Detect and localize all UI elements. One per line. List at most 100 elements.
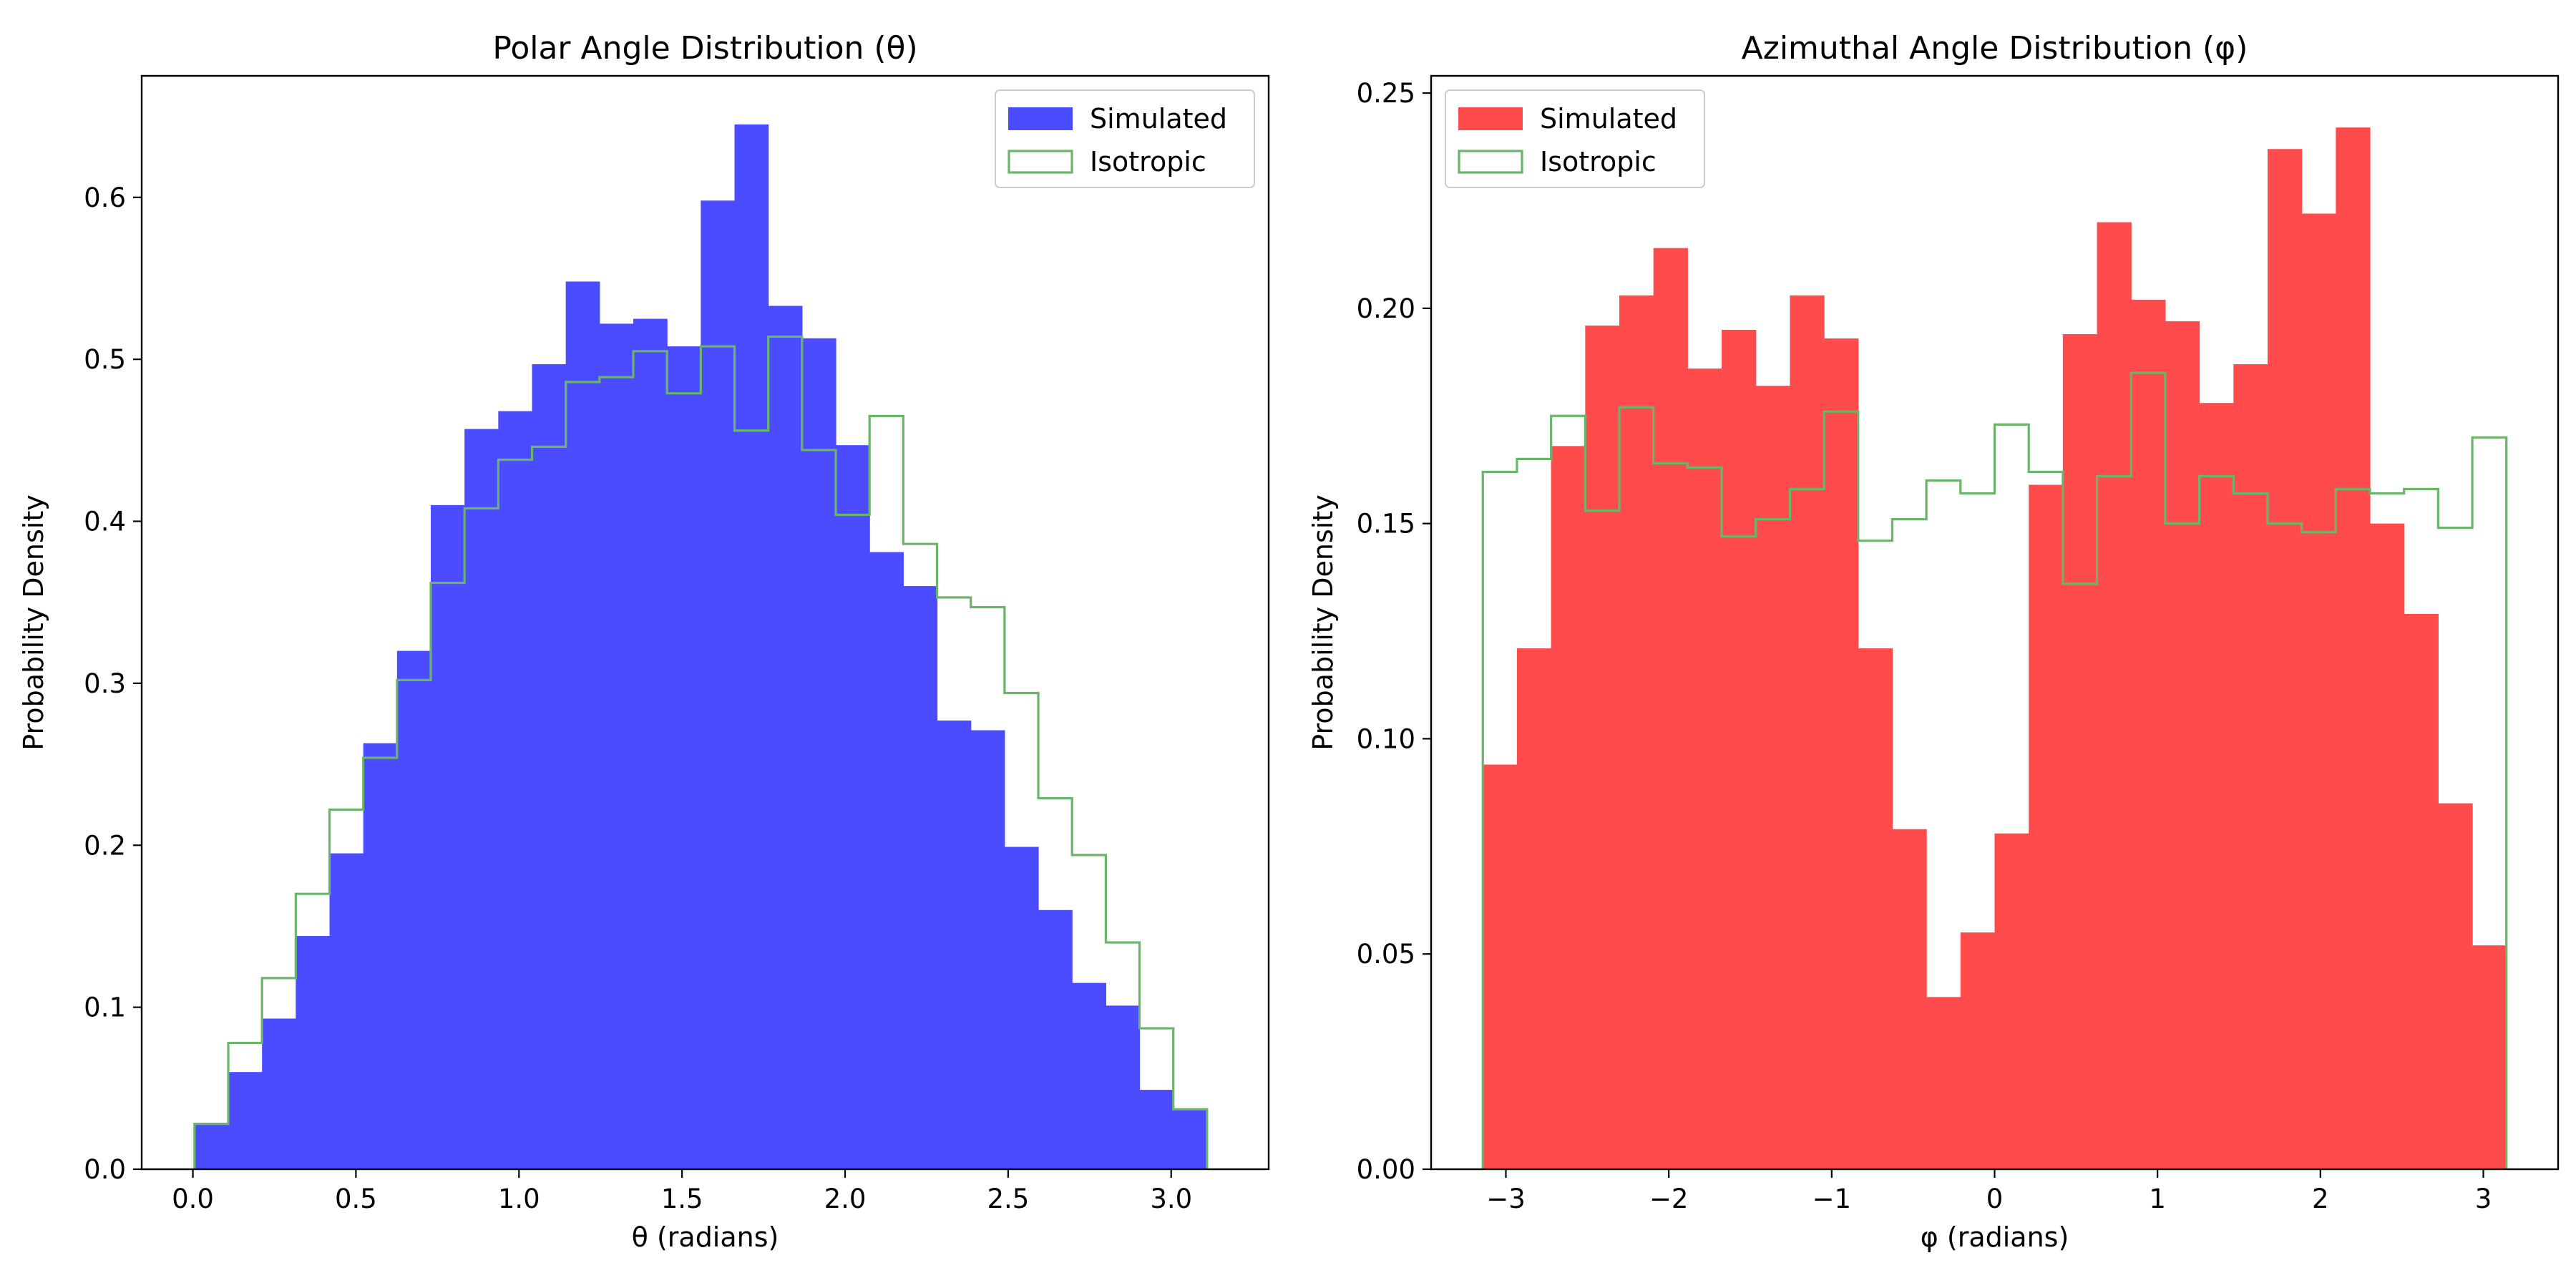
polar-x-axis-label: θ (radians): [632, 1221, 779, 1253]
azimuthal-y-tick-label: 0.20: [1357, 293, 1415, 324]
azimuthal-x-tick-label: 1: [2149, 1184, 2166, 1214]
polar-isotropic-line: [193, 335, 1209, 1169]
polar-simulated-bar: [431, 504, 465, 1169]
azimuthal-simulated-bar: [1551, 446, 1586, 1169]
azimuthal-simulated-bar: [2301, 213, 2336, 1170]
azimuthal-simulated-bar: [1619, 295, 1654, 1169]
polar-simulated-bar: [633, 318, 668, 1169]
polar-simulated-bar: [532, 364, 567, 1170]
azimuthal-y-axis-label: Probability Density: [1307, 494, 1339, 750]
polar-x-tick-label: 2.0: [824, 1184, 867, 1214]
polar-simulated-bar: [869, 552, 904, 1169]
azimuthal-simulated-bar: [1722, 329, 1757, 1169]
polar-simulated-bar: [903, 586, 938, 1169]
azimuthal-simulated-bar: [2336, 127, 2371, 1170]
azimuthal-simulated-bar: [2404, 613, 2439, 1169]
azimuthal-simulated-bars: [1483, 127, 2507, 1170]
azimuthal-simulated-bar: [2233, 364, 2268, 1169]
polar-simulated-bar: [599, 323, 634, 1169]
azimuthal-x-axis-label: φ (radians): [1921, 1221, 2069, 1253]
azimuthal-simulated-bar: [1687, 369, 1722, 1170]
polar-y-ticks: 0.0 0.1 0.2 0.3 0.4 0.5 0.6: [84, 182, 142, 1185]
polar-simulated-bar: [768, 306, 803, 1169]
azimuthal-simulated-bar: [2199, 403, 2234, 1170]
azimuthal-legend-simulated-swatch: [1458, 107, 1523, 130]
polar-simulated-bar: [801, 338, 836, 1170]
polar-simulated-bar: [1173, 1109, 1208, 1169]
azimuthal-y-tick-label: 0.05: [1357, 939, 1415, 970]
polar-legend-isotropic-swatch: [1008, 150, 1073, 174]
polar-simulated-bar: [565, 281, 600, 1169]
azimuthal-simulated-bar: [1516, 648, 1552, 1169]
polar-axes-frame: [140, 74, 1270, 1171]
polar-simulated-bar: [194, 1123, 229, 1169]
polar-simulated-bar: [363, 743, 398, 1169]
azimuthal-x-ticks: −3 −2 −1 0 1 2 3: [1486, 1169, 2492, 1214]
polar-simulated-bar: [970, 730, 1005, 1169]
azimuthal-simulated-bar: [2472, 945, 2507, 1169]
polar-simulated-bar: [262, 1018, 296, 1169]
polar-isotropic-step: [193, 335, 1209, 1169]
azimuthal-x-tick-label: −3: [1486, 1184, 1526, 1214]
azimuthal-x-tick-label: −1: [1813, 1184, 1852, 1214]
azimuthal-angle-panel: −3 −2 −1 0 1 2 3 0.00 0.05 0.10 0.15 0.20 0.25 Azim…: [1307, 30, 2560, 1253]
azimuthal-chart-title: Azimuthal Angle Distribution (φ): [1742, 30, 2248, 67]
polar-x-tick-label: 1.0: [498, 1184, 540, 1214]
azimuthal-legend: Simulated Isotropic: [1445, 89, 1705, 188]
polar-x-tick-label: 1.5: [661, 1184, 703, 1214]
polar-y-tick-label: 0.1: [84, 992, 126, 1023]
polar-chart-title: Polar Angle Distribution (θ): [492, 30, 917, 67]
polar-simulated-bar: [667, 346, 701, 1169]
azimuthal-legend-isotropic-swatch: [1458, 150, 1523, 174]
azimuthal-simulated-bar: [2062, 333, 2098, 1170]
polar-legend-isotropic-label: Isotropic: [1090, 146, 1206, 177]
polar-simulated-bar: [464, 429, 499, 1169]
polar-legend-simulated-swatch: [1008, 107, 1073, 130]
polar-simulated-bar: [1072, 982, 1106, 1169]
polar-simulated-bar: [1106, 1005, 1141, 1169]
polar-simulated-bar: [1038, 909, 1073, 1169]
polar-simulated-bar: [734, 124, 769, 1169]
azimuthal-y-ticks: 0.00 0.05 0.10 0.15 0.20 0.25: [1357, 78, 1431, 1185]
polar-simulated-bar: [836, 445, 870, 1169]
polar-simulated-bar: [396, 650, 431, 1169]
polar-y-axis-label: Probability Density: [18, 494, 49, 750]
azimuthal-simulated-bar: [1653, 248, 1688, 1170]
azimuthal-simulated-bar: [2370, 523, 2405, 1169]
polar-legend-simulated-label: Simulated: [1090, 103, 1227, 135]
azimuthal-simulated-bar: [1824, 338, 1859, 1169]
polar-simulated-bar: [1139, 1090, 1174, 1169]
azimuthal-simulated-bar: [2131, 299, 2166, 1170]
azimuthal-legend-isotropic-label: Isotropic: [1540, 146, 1657, 177]
azimuthal-simulated-bar: [1994, 833, 2029, 1169]
polar-simulated-bar: [937, 720, 972, 1169]
azimuthal-simulated-bar: [1483, 764, 1518, 1169]
polar-simulated-bar: [701, 200, 736, 1169]
azimuthal-simulated-bar: [1858, 648, 1893, 1169]
polar-legend: Simulated Isotropic: [995, 89, 1255, 188]
azimuthal-simulated-bar: [1790, 295, 1825, 1169]
polar-y-tick-label: 0.2: [84, 830, 126, 861]
azimuthal-x-tick-label: −2: [1649, 1184, 1689, 1214]
azimuthal-simulated-bar: [1585, 325, 1620, 1170]
azimuthal-y-tick-label: 0.25: [1357, 78, 1415, 109]
azimuthal-simulated-bar: [2097, 222, 2132, 1170]
azimuthal-simulated-bar: [2029, 484, 2064, 1169]
polar-x-ticks: 0.0 0.5 1.0 1.5 2.0 2.5 3.0: [172, 1169, 1192, 1214]
azimuthal-isotropic-line: [1481, 371, 2508, 1169]
polar-simulated-bar: [1004, 847, 1039, 1169]
azimuthal-isotropic-step: [1481, 371, 2508, 1169]
polar-simulated-bar: [329, 853, 364, 1169]
polar-simulated-bars: [194, 124, 1208, 1170]
polar-x-tick-label: 2.5: [987, 1184, 1029, 1214]
azimuthal-legend-simulated-label: Simulated: [1540, 103, 1677, 135]
polar-y-tick-label: 0.4: [84, 507, 126, 537]
azimuthal-simulated-bar: [2267, 149, 2303, 1170]
polar-x-tick-label: 0.0: [172, 1184, 214, 1214]
polar-simulated-bar: [228, 1072, 263, 1169]
azimuthal-simulated-bar: [2438, 803, 2473, 1169]
polar-angle-panel: 0.0 0.5 1.0 1.5 2.0 2.5 3.0 0.0 0.1 0.2 0.3 0.4 0.5…: [18, 30, 1270, 1253]
polar-x-tick-label: 3.0: [1150, 1184, 1192, 1214]
azimuthal-simulated-bar: [1926, 997, 1961, 1169]
